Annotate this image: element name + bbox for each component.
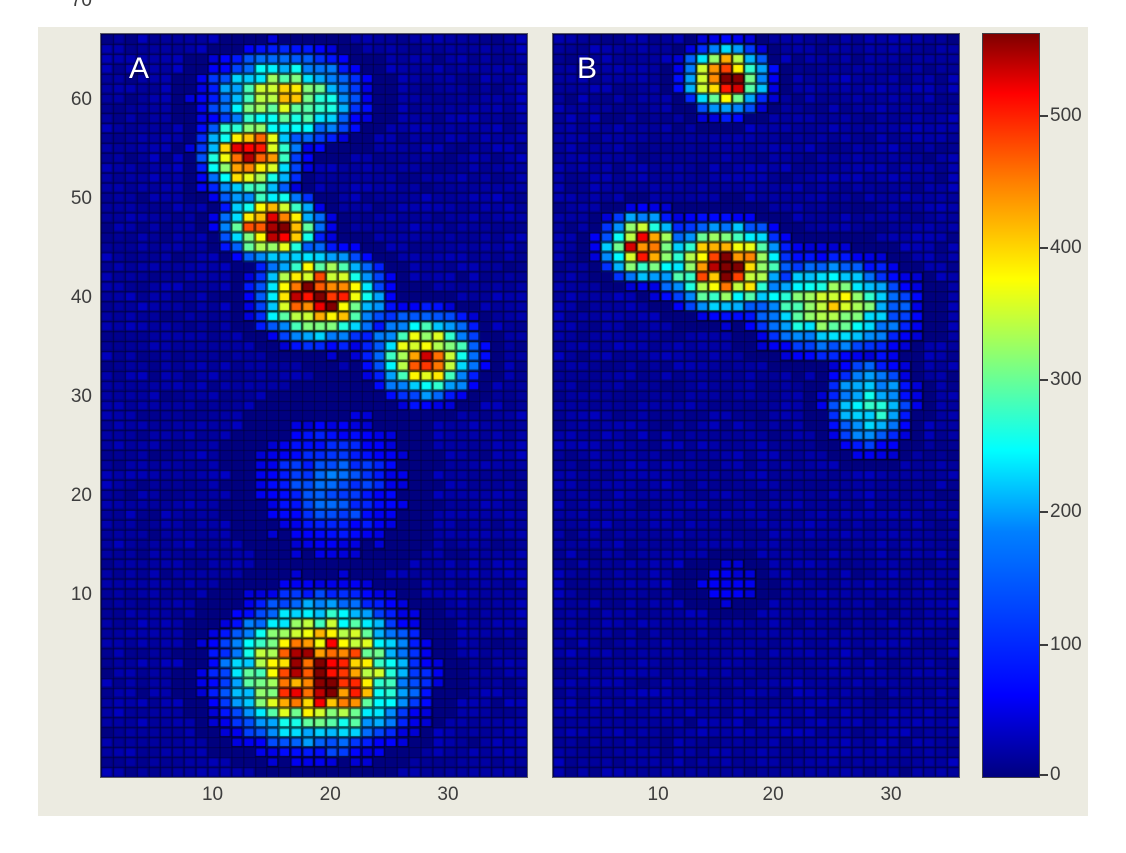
x-tick-label: 10 bbox=[201, 784, 224, 805]
x-tick-label: 20 bbox=[319, 784, 341, 805]
colorbar-tick-label: 400 bbox=[1050, 236, 1082, 258]
y-axis-ticks: 10 20 30 40 50 60 70 bbox=[38, 0, 92, 778]
x-axis-ticks-panel-a: 10 20 30 bbox=[100, 784, 528, 814]
panel-label-b: B bbox=[577, 52, 598, 85]
heatmap-canvas-b bbox=[553, 34, 959, 777]
heatmap-canvas-a bbox=[101, 34, 527, 777]
y-tick-label: 20 bbox=[70, 485, 92, 507]
x-axis-ticks-panel-b: 10 20 30 bbox=[552, 784, 960, 814]
figure-canvas: 10 20 30 40 50 60 70 A B 10 20 30 10 20 … bbox=[38, 0, 1088, 816]
pressure-map-panel-b[interactable]: B bbox=[552, 33, 960, 778]
x-tick-label: 20 bbox=[762, 784, 784, 805]
colorbar-tick-mark bbox=[1040, 643, 1048, 646]
colorbar-tick-mark bbox=[1040, 511, 1048, 514]
y-tick-label: 50 bbox=[70, 188, 92, 210]
colorbar-tick-label: 200 bbox=[1050, 501, 1082, 523]
colorbar-ticks: 0 100 200 300 400 500 bbox=[1040, 33, 1120, 785]
colorbar-tick-label: 300 bbox=[1050, 369, 1082, 391]
y-tick-label: 60 bbox=[70, 89, 92, 111]
colorbar-tick-label: 100 bbox=[1050, 633, 1082, 655]
colorbar-tick-label: 500 bbox=[1050, 104, 1082, 126]
pressure-map-panel-a[interactable]: A bbox=[100, 33, 528, 778]
y-tick-label: 10 bbox=[70, 584, 92, 606]
y-tick-label: 40 bbox=[70, 287, 92, 309]
colorbar-tick-label: 0 bbox=[1050, 764, 1061, 786]
y-tick-label: 30 bbox=[70, 386, 92, 408]
panel-label-a: A bbox=[129, 52, 150, 85]
x-tick-label: 10 bbox=[647, 784, 669, 805]
x-tick-label: 30 bbox=[880, 784, 902, 805]
colorbar-tick-mark bbox=[1040, 774, 1048, 777]
y-tick-label: 70 bbox=[70, 0, 92, 11]
colorbar-tick-mark bbox=[1040, 246, 1048, 249]
x-tick-label: 30 bbox=[437, 784, 459, 805]
colorbar[interactable] bbox=[982, 33, 1040, 778]
colorbar-tick-mark bbox=[1040, 114, 1048, 117]
colorbar-tick-mark bbox=[1040, 379, 1048, 382]
